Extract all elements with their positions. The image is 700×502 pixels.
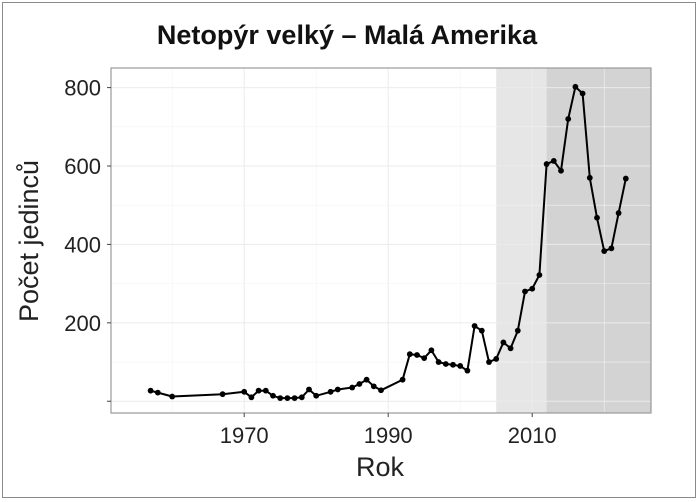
data-point bbox=[442, 361, 449, 367]
data-point bbox=[154, 389, 161, 396]
data-point bbox=[608, 245, 615, 252]
data-point bbox=[507, 345, 514, 352]
plot-border bbox=[110, 67, 652, 414]
data-point bbox=[594, 214, 600, 221]
data-point bbox=[464, 367, 471, 374]
shaded-regions bbox=[496, 68, 651, 413]
data-point bbox=[255, 387, 262, 394]
chart-title: Netopýr velký – Malá Amerika bbox=[157, 20, 538, 50]
y-tick-label: 400 bbox=[64, 232, 101, 257]
data-point bbox=[478, 327, 485, 334]
grid-lines bbox=[111, 68, 651, 413]
data-point bbox=[378, 387, 384, 394]
data-point bbox=[248, 394, 255, 401]
data-point bbox=[514, 327, 521, 334]
data-point bbox=[298, 394, 305, 401]
data-point bbox=[601, 248, 608, 254]
y-axis-label: Počet jedinců bbox=[14, 160, 44, 322]
data-point bbox=[586, 174, 593, 181]
data-point bbox=[291, 395, 298, 402]
data-point bbox=[522, 288, 528, 295]
data-point bbox=[572, 83, 579, 90]
data-point bbox=[169, 393, 176, 400]
data-point bbox=[550, 158, 557, 164]
data-point bbox=[471, 323, 478, 329]
data-point bbox=[399, 376, 406, 383]
data-point bbox=[363, 376, 370, 383]
data-point bbox=[615, 210, 622, 216]
data-point bbox=[284, 395, 291, 402]
data-point bbox=[565, 116, 572, 122]
data-point bbox=[435, 359, 442, 365]
data-point bbox=[147, 387, 154, 394]
data-point bbox=[356, 381, 363, 387]
data-point bbox=[529, 285, 536, 292]
x-tick-label: 1970 bbox=[220, 423, 269, 448]
data-point bbox=[622, 175, 629, 182]
data-point bbox=[414, 352, 420, 358]
data-point bbox=[536, 272, 543, 278]
data-point bbox=[241, 388, 248, 395]
data-point bbox=[270, 392, 276, 399]
shaded-region-2 bbox=[546, 68, 651, 413]
data-point bbox=[421, 355, 428, 362]
data-point bbox=[543, 161, 550, 167]
data-point bbox=[493, 355, 500, 362]
y-tick-label: 200 bbox=[64, 311, 101, 336]
x-axis-ticks: 1970 1990 2010 bbox=[220, 413, 557, 448]
data-point bbox=[334, 386, 341, 393]
data-point bbox=[457, 363, 464, 369]
data-point bbox=[313, 392, 320, 399]
y-axis-ticks: 200 400 600 800 bbox=[64, 76, 111, 402]
data-point bbox=[306, 386, 312, 393]
data-point bbox=[579, 90, 586, 97]
data-point bbox=[500, 339, 507, 346]
data-point bbox=[262, 387, 269, 394]
series-group bbox=[147, 83, 629, 402]
x-tick-label: 2010 bbox=[508, 423, 557, 448]
y-tick-label: 800 bbox=[64, 76, 101, 101]
data-point bbox=[349, 384, 356, 391]
x-tick-label: 1990 bbox=[364, 423, 413, 448]
data-point bbox=[558, 167, 564, 174]
data-point bbox=[450, 361, 456, 368]
data-point bbox=[219, 391, 226, 398]
data-point bbox=[428, 347, 435, 354]
data-point bbox=[327, 388, 334, 395]
data-point bbox=[370, 383, 377, 390]
data-point bbox=[406, 351, 413, 358]
data-point bbox=[486, 359, 492, 365]
y-tick-label: 600 bbox=[64, 154, 101, 179]
x-axis-label: Rok bbox=[356, 452, 405, 482]
data-point bbox=[277, 395, 284, 402]
shaded-region-1 bbox=[496, 68, 547, 413]
